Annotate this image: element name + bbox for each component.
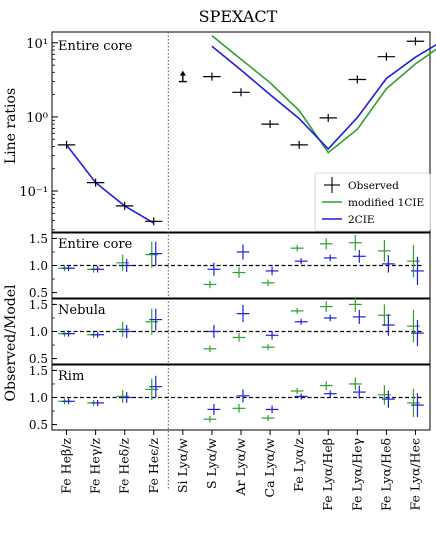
top-ylabel: Line ratios — [3, 88, 19, 164]
chart-title: SPEXACT — [199, 7, 278, 26]
xtick-label: Ar Lyα/w — [233, 438, 248, 497]
xtick-label: Ca Lyα/w — [262, 438, 277, 498]
model-2cie-line-left — [65, 144, 155, 224]
legend-observed-label: Observed — [348, 180, 399, 192]
xtick-label: Fe Heϵ/z — [146, 438, 161, 494]
xtick-label: Fe Lyα/Heγ — [349, 438, 364, 511]
legend-1cie-label: modified 1CIE — [348, 197, 424, 209]
bottom-ylabel: Observed/Model — [3, 284, 19, 401]
legend: Observed modified 1CIE 2CIE — [314, 172, 431, 232]
ratio-ytick-label: 1.0 — [29, 259, 48, 273]
legend-2cie-label: 2CIE — [348, 214, 375, 226]
ratio-ytick-label: 1.5 — [29, 298, 48, 312]
xtick-label: Fe Heγ/z — [88, 438, 103, 494]
top-ytick-label: 10¹ — [26, 37, 48, 52]
xtick-label: Fe Lyα/Heδ — [378, 438, 393, 511]
model-1cie-line — [211, 35, 436, 154]
ratio-panel-label: Entire core — [58, 237, 133, 252]
xtick-label: Fe Heδ/z — [117, 438, 132, 494]
xtick-label: Si Lyα/w — [175, 438, 190, 493]
top-panel-frame — [51, 31, 431, 233]
xtick-label: Fe Lyα/Heϵ — [407, 438, 422, 510]
xtick-label: S Lyα/w — [204, 438, 219, 489]
top-ytick-label: 10⁰ — [26, 111, 48, 126]
top-panel-label: Entire core — [58, 39, 133, 54]
xtick-label: Fe Lyα/Heβ — [320, 438, 335, 511]
legend-box — [314, 172, 431, 232]
lower-limit-arrowhead — [179, 70, 186, 76]
ratio-ytick-label: 1.5 — [29, 232, 48, 246]
xtick-label: Fe Heβ/z — [59, 438, 74, 494]
ratio-ytick-label: 0.5 — [29, 352, 48, 366]
ratio-panel-label: Nebula — [58, 303, 106, 318]
model-2cie-line-right — [211, 43, 436, 151]
xtick-label: Fe Lyα/z — [291, 438, 306, 492]
top-ytick-label: 10⁻¹ — [19, 185, 48, 200]
ratio-ytick-label: 1.0 — [29, 325, 48, 339]
ratio-ytick-label: 0.5 — [29, 418, 48, 432]
ratio-panel-label: Rim — [58, 369, 84, 384]
ratio-ytick-label: 1.0 — [29, 391, 48, 405]
ratio-ytick-label: 1.5 — [29, 364, 48, 378]
plot-layer: Entire core 10⁻¹ 10⁰ 10¹ Entire core 0.5 1.0 1.… — [19, 31, 436, 511]
ratio-ytick-label: 0.5 — [29, 286, 48, 300]
